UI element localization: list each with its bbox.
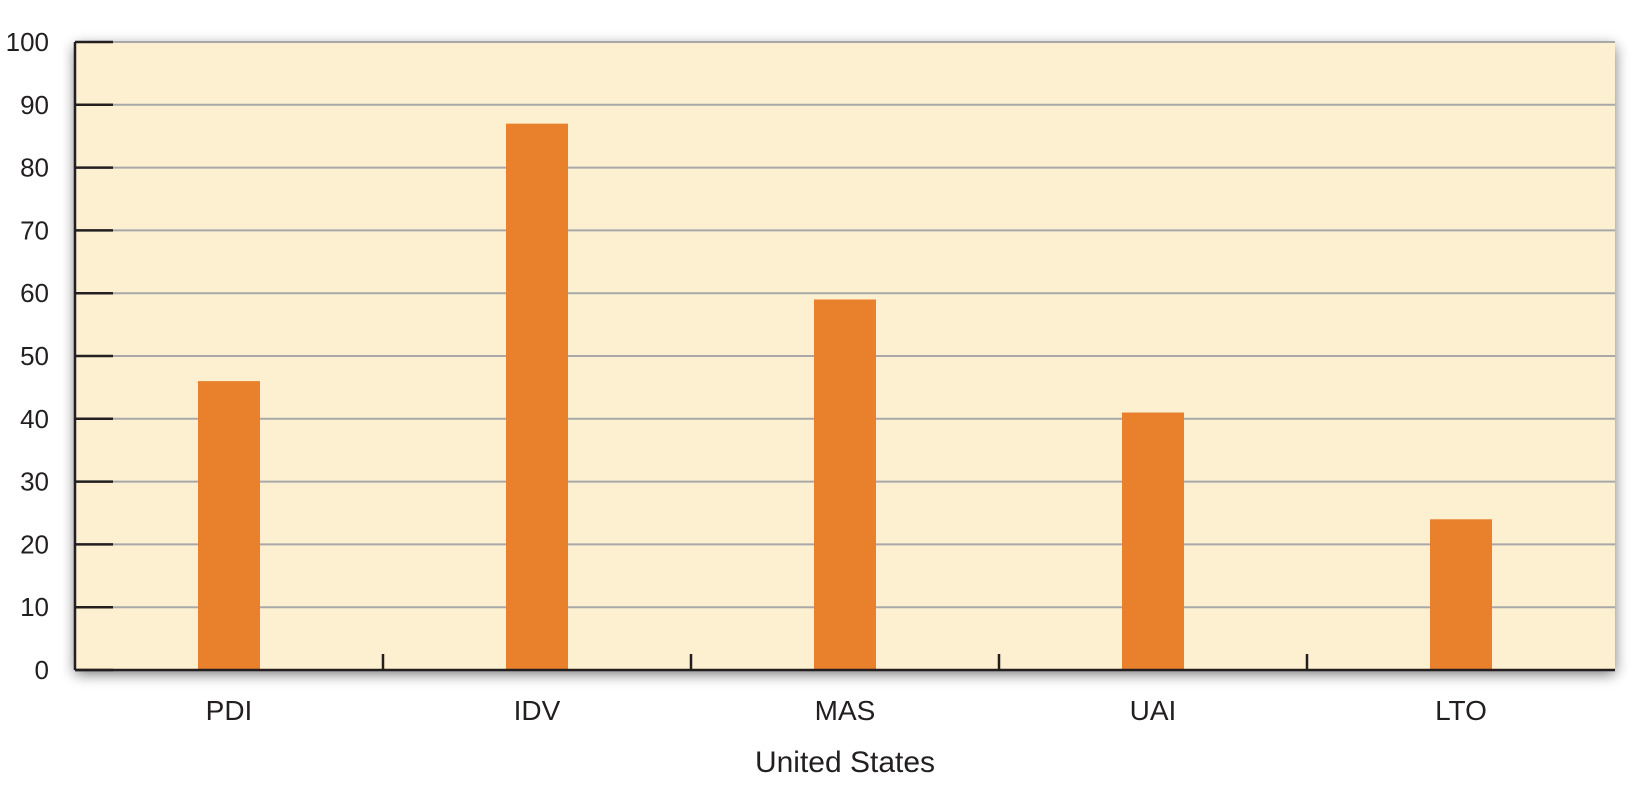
y-tick-label: 60 [20,278,49,308]
y-tick-label: 30 [20,467,49,497]
x-category-label: LTO [1435,695,1487,726]
y-tick-labels: 0 10 20 30 40 50 60 70 80 90 100 [6,27,49,685]
x-category-labels: PDI IDV MAS UAI LTO [206,695,1487,726]
y-tick-label: 80 [20,153,49,183]
y-tick-label: 70 [20,215,49,245]
y-tick-label: 0 [35,655,49,685]
y-tick-label: 20 [20,529,49,559]
bar-pdi [198,381,260,670]
bar-lto [1430,519,1492,670]
bars [198,123,1492,670]
x-category-label: IDV [514,695,561,726]
y-tick-label: 40 [20,404,49,434]
y-tick-label: 90 [20,90,49,120]
x-category-label: UAI [1130,695,1177,726]
axes [73,40,1615,672]
bar-mas [814,299,876,670]
bar-uai [1122,412,1184,670]
y-tick-label: 10 [20,592,49,622]
y-tick-label: 50 [20,341,49,371]
x-category-label: PDI [206,695,253,726]
bar-idv [506,123,568,670]
x-axis-label: United States [755,746,935,779]
y-tick-label: 100 [6,27,49,57]
x-category-label: MAS [815,695,876,726]
